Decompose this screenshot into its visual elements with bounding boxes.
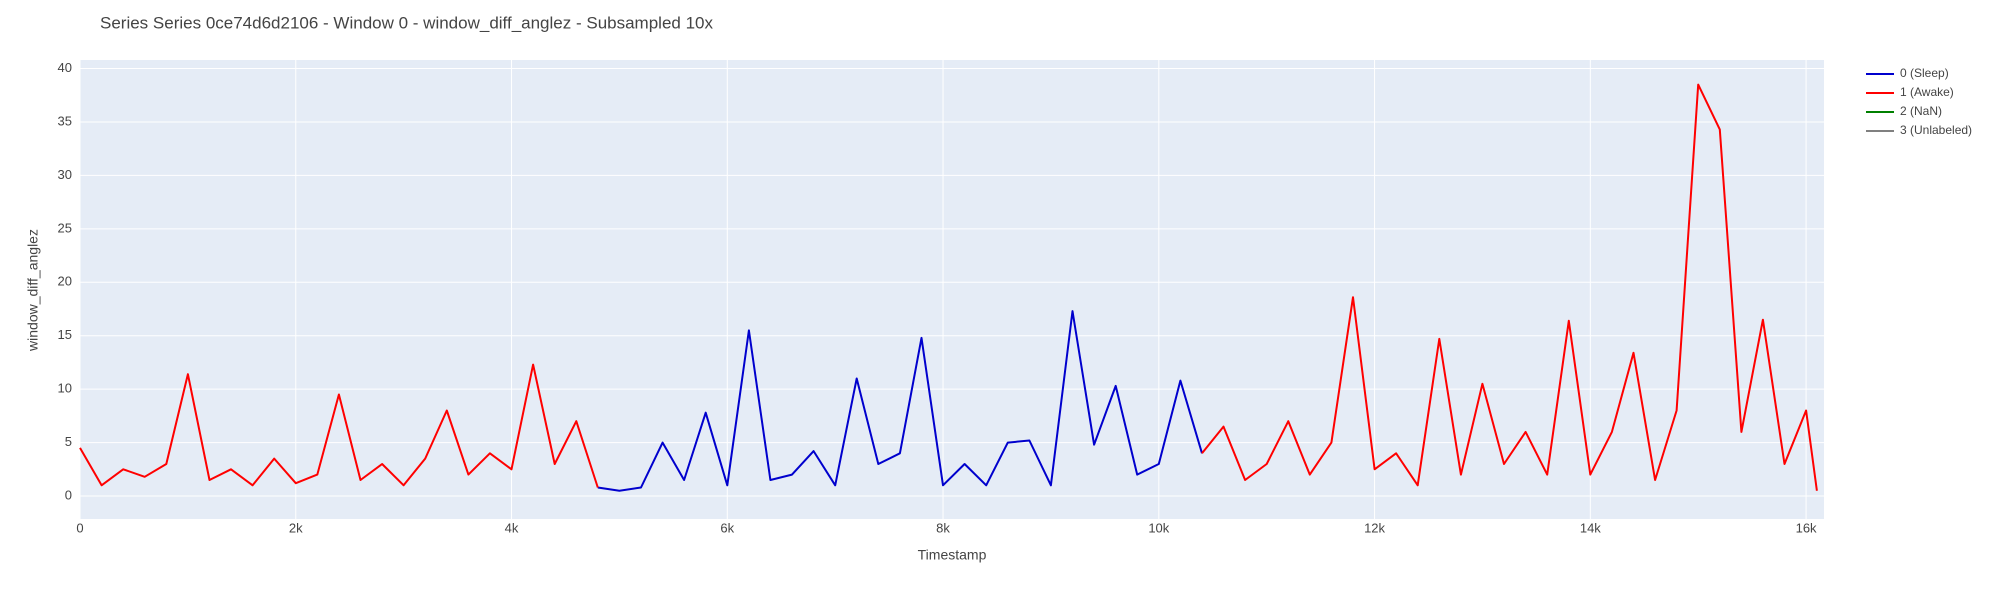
x-tick-label: 4k: [505, 520, 519, 535]
x-tick-label: 2k: [289, 520, 303, 535]
y-tick-label: 10: [58, 381, 72, 396]
series-line: [597, 310, 1203, 492]
x-tick-label: 8k: [936, 520, 950, 535]
legend-label: 0 (Sleep): [1900, 66, 1949, 80]
chart-title: Series Series 0ce74d6d2106 - Window 0 - …: [100, 13, 713, 32]
x-tick-label: 0: [76, 520, 83, 535]
legend-label: 2 (NaN): [1900, 104, 1942, 118]
x-tick-label: 6k: [720, 520, 734, 535]
legend-label: 3 (Unlabeled): [1900, 123, 1972, 137]
legend-label: 1 (Awake): [1900, 85, 1954, 99]
y-tick-label: 25: [58, 220, 72, 235]
y-tick-label: 30: [58, 167, 72, 182]
x-tick-label: 10k: [1148, 520, 1169, 535]
y-tick-label: 40: [58, 60, 72, 75]
y-tick-label: 0: [65, 487, 72, 502]
y-tick-label: 5: [65, 434, 72, 449]
x-axis-label: Timestamp: [918, 547, 987, 563]
y-axis-label: window_diff_anglez: [25, 229, 41, 352]
plot-area: [80, 60, 1824, 519]
y-tick-label: 35: [58, 113, 72, 128]
y-tick-label: 15: [58, 327, 72, 342]
y-tick-label: 20: [58, 274, 72, 289]
x-tick-label: 14k: [1580, 520, 1601, 535]
x-tick-label: 16k: [1796, 520, 1817, 535]
x-tick-label: 12k: [1364, 520, 1385, 535]
series-line: [79, 83, 1818, 491]
